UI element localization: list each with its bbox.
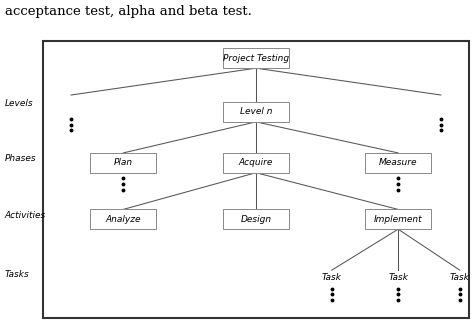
Text: Tasks: Tasks (5, 270, 29, 279)
Text: Measure: Measure (379, 158, 418, 167)
Text: Level n: Level n (240, 108, 272, 117)
Text: Acquire: Acquire (239, 158, 273, 167)
Text: acceptance test, alpha and beta test.: acceptance test, alpha and beta test. (5, 5, 252, 18)
Text: Project Testing: Project Testing (223, 54, 289, 63)
Text: Analyze: Analyze (106, 215, 141, 224)
FancyBboxPatch shape (90, 209, 156, 229)
FancyBboxPatch shape (223, 48, 289, 68)
FancyBboxPatch shape (43, 41, 469, 318)
Text: Task: Task (388, 273, 408, 282)
Text: Levels: Levels (5, 99, 33, 108)
FancyBboxPatch shape (90, 153, 156, 173)
Text: Phases: Phases (5, 154, 36, 163)
Text: Plan: Plan (114, 158, 133, 167)
FancyBboxPatch shape (223, 153, 289, 173)
Text: Task: Task (322, 273, 342, 282)
FancyBboxPatch shape (365, 153, 431, 173)
FancyBboxPatch shape (223, 209, 289, 229)
Text: Implement: Implement (374, 215, 422, 224)
Text: Task: Task (450, 273, 470, 282)
FancyBboxPatch shape (223, 102, 289, 122)
Text: Activities: Activities (5, 211, 46, 220)
FancyBboxPatch shape (365, 209, 431, 229)
Text: Design: Design (240, 215, 272, 224)
